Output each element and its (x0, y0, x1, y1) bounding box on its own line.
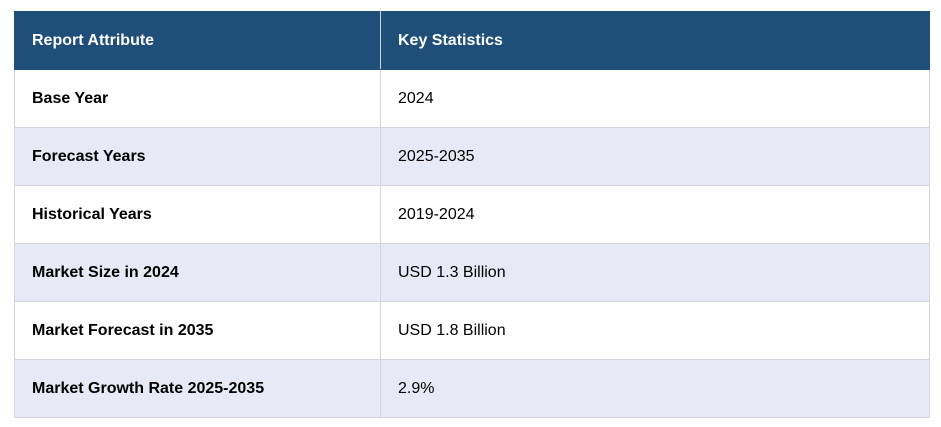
row-value: USD 1.8 Billion (380, 301, 930, 360)
row-value: 2025-2035 (380, 127, 930, 186)
table-row: Market Forecast in 2035 USD 1.8 Billion (14, 301, 930, 360)
table-row: Market Growth Rate 2025-2035 2.9% (14, 359, 930, 418)
header-row: Report Attribute Key Statistics (14, 11, 930, 70)
row-attribute: Market Forecast in 2035 (14, 301, 381, 360)
table-row: Base Year 2024 (14, 69, 930, 128)
row-attribute: Historical Years (14, 185, 381, 244)
row-attribute: Market Size in 2024 (14, 243, 381, 302)
row-value: 2.9% (380, 359, 930, 418)
row-attribute: Base Year (14, 69, 381, 128)
row-attribute: Market Growth Rate 2025-2035 (14, 359, 381, 418)
table-header: Report Attribute Key Statistics (14, 11, 930, 70)
table-row: Historical Years 2019-2024 (14, 185, 930, 244)
row-value: 2024 (380, 69, 930, 128)
report-statistics-table: Report Attribute Key Statistics Base Yea… (14, 11, 930, 418)
table-row: Forecast Years 2025-2035 (14, 127, 930, 186)
row-attribute: Forecast Years (14, 127, 381, 186)
row-value: USD 1.3 Billion (380, 243, 930, 302)
report-statistics-table-container: Report Attribute Key Statistics Base Yea… (14, 11, 930, 418)
table-body: Base Year 2024 Forecast Years 2025-2035 … (14, 69, 930, 418)
row-value: 2019-2024 (380, 185, 930, 244)
header-key-statistics: Key Statistics (380, 11, 930, 70)
table-row: Market Size in 2024 USD 1.3 Billion (14, 243, 930, 302)
header-report-attribute: Report Attribute (14, 11, 381, 70)
